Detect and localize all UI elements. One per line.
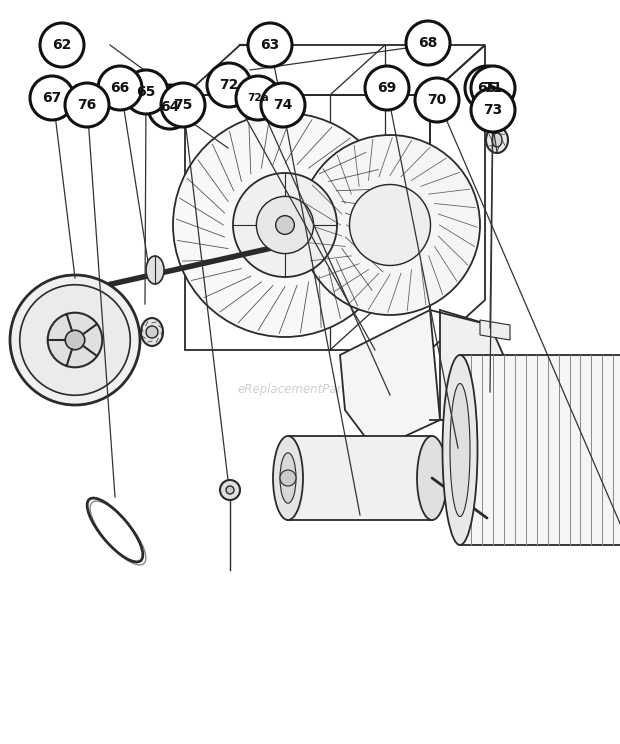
Text: eReplacementParts.com: eReplacementParts.com — [238, 383, 382, 397]
Text: 70: 70 — [427, 93, 446, 107]
Circle shape — [233, 173, 337, 277]
Polygon shape — [288, 436, 432, 520]
Ellipse shape — [486, 127, 508, 153]
Text: 72: 72 — [219, 78, 239, 92]
Circle shape — [48, 312, 102, 368]
Text: 69: 69 — [378, 81, 397, 95]
Text: 65: 65 — [136, 85, 156, 99]
Circle shape — [220, 480, 240, 500]
Circle shape — [300, 135, 480, 315]
Circle shape — [207, 63, 251, 107]
Text: 75: 75 — [174, 98, 193, 112]
Text: 74: 74 — [273, 98, 293, 112]
Circle shape — [98, 66, 142, 110]
Ellipse shape — [450, 383, 470, 516]
Text: 68: 68 — [418, 36, 438, 50]
Circle shape — [40, 23, 84, 67]
Text: 71: 71 — [484, 81, 503, 95]
Circle shape — [146, 326, 158, 338]
Circle shape — [10, 275, 140, 405]
Ellipse shape — [280, 453, 296, 503]
Circle shape — [173, 113, 397, 337]
Text: 72a: 72a — [247, 93, 269, 103]
Text: 64: 64 — [161, 100, 180, 114]
Circle shape — [20, 285, 130, 395]
Circle shape — [124, 70, 168, 114]
Circle shape — [257, 196, 314, 254]
Circle shape — [226, 486, 234, 494]
Text: 67: 67 — [42, 91, 61, 105]
Polygon shape — [460, 355, 620, 545]
Text: 62: 62 — [52, 38, 72, 52]
Circle shape — [65, 330, 85, 350]
Circle shape — [465, 66, 509, 110]
Circle shape — [276, 216, 294, 234]
Ellipse shape — [146, 256, 164, 284]
Circle shape — [280, 470, 296, 486]
Text: 76: 76 — [78, 98, 97, 112]
Circle shape — [65, 83, 109, 127]
Text: 63: 63 — [260, 38, 280, 52]
Text: 65: 65 — [477, 81, 497, 95]
Ellipse shape — [492, 133, 502, 147]
Polygon shape — [340, 310, 440, 450]
Circle shape — [148, 85, 192, 129]
Polygon shape — [480, 320, 510, 340]
Circle shape — [350, 185, 430, 266]
Text: 73: 73 — [484, 103, 503, 117]
Polygon shape — [440, 310, 510, 420]
Text: 66: 66 — [110, 81, 130, 95]
Polygon shape — [480, 405, 510, 425]
Ellipse shape — [273, 436, 303, 520]
Circle shape — [471, 88, 515, 132]
Ellipse shape — [443, 355, 477, 545]
Circle shape — [415, 78, 459, 122]
Circle shape — [406, 21, 450, 65]
Ellipse shape — [417, 436, 447, 520]
Circle shape — [365, 66, 409, 110]
Circle shape — [236, 76, 280, 120]
Ellipse shape — [141, 318, 163, 346]
Circle shape — [261, 83, 305, 127]
Circle shape — [471, 66, 515, 110]
Circle shape — [161, 83, 205, 127]
Circle shape — [30, 76, 74, 120]
Circle shape — [248, 23, 292, 67]
